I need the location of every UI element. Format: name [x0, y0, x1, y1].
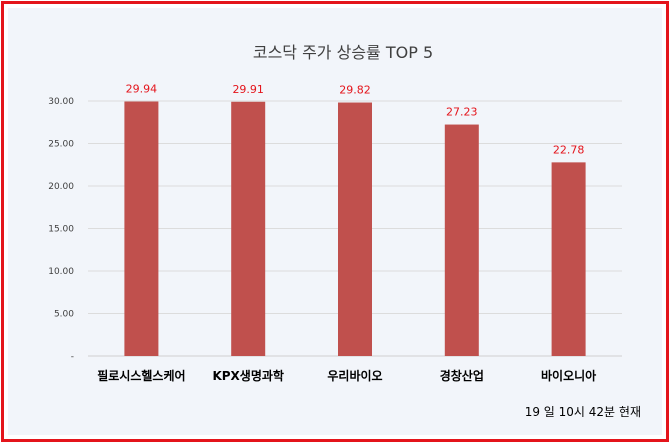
y-tick-label: 25.00	[48, 140, 74, 150]
x-tick-label: 우리바이오	[327, 368, 382, 383]
bars	[124, 101, 586, 356]
x-axis-ticks: 필로시스헬스케어 KPX생명과학 우리바이오 경창산업 바이오니아	[97, 368, 596, 383]
chart-note: 19 일 10시 42분 현재	[525, 405, 641, 419]
bar	[551, 162, 586, 356]
data-label: 27.23	[446, 106, 478, 119]
y-tick-label: 10.00	[48, 267, 74, 277]
bar	[338, 102, 372, 356]
bar	[444, 124, 479, 356]
y-tick-label: -	[71, 352, 74, 362]
x-tick-label: KPX생명과학	[212, 368, 284, 383]
x-tick-label: 바이오니아	[541, 368, 596, 383]
x-tick-label: 필로시스헬스케어	[97, 368, 185, 383]
chart-title: 코스닥 주가 상승률 TOP 5	[253, 43, 433, 62]
data-label: 22.78	[553, 143, 585, 156]
data-label: 29.91	[232, 83, 264, 96]
y-tick-label: 5.00	[54, 310, 74, 320]
y-tick-label: 20.00	[48, 182, 74, 192]
y-tick-label: 30.00	[48, 97, 74, 107]
bar	[231, 101, 266, 356]
data-label: 29.82	[339, 84, 371, 97]
bar	[124, 101, 159, 356]
y-tick-label: 15.00	[48, 225, 74, 235]
x-tick-label: 경창산업	[440, 368, 484, 383]
data-labels: 29.94 29.91 29.82 27.23 22.78	[126, 83, 585, 157]
data-label: 29.94	[126, 83, 158, 96]
y-axis-ticks: - 5.00 10.00 15.00 20.00 25.00 30.00	[48, 97, 74, 362]
